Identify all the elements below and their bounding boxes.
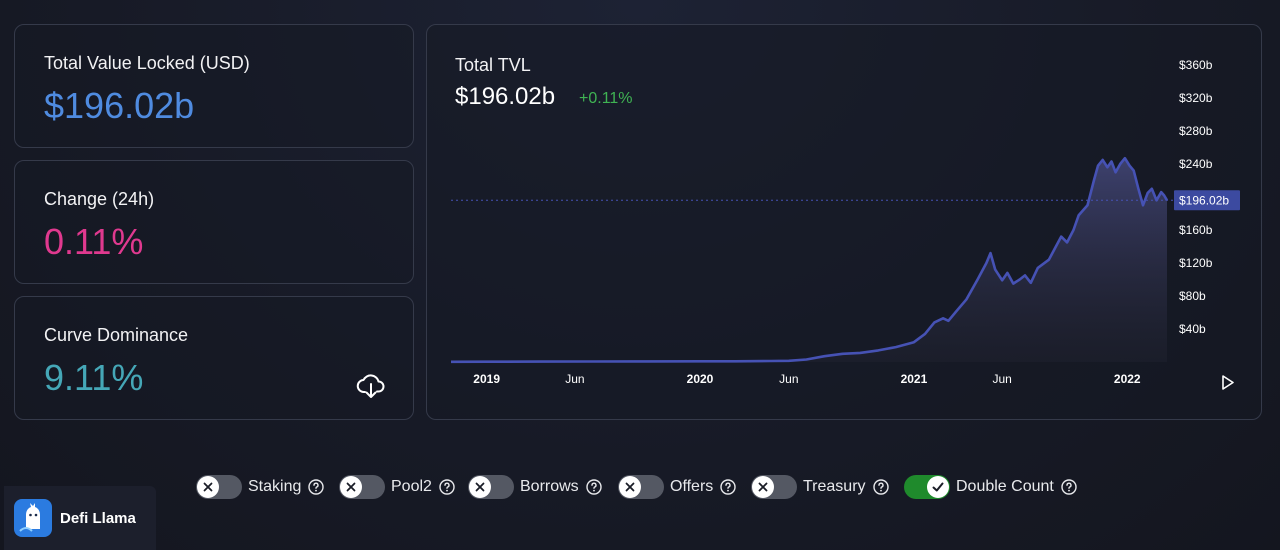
- toggle-treasury[interactable]: Treasury: [751, 475, 889, 499]
- chart-value: $196.02b: [455, 83, 556, 110]
- tvl-chart[interactable]: $360b $320b $280b $240b $196.02b $160b $120b $8…: [427, 25, 1263, 421]
- toggle-label: Offers: [670, 478, 714, 495]
- tvl-area: [451, 158, 1167, 362]
- x-icon: [752, 476, 774, 498]
- brand-badge[interactable]: Defi Llama: [4, 486, 156, 550]
- toggle-label: Treasury: [803, 478, 866, 495]
- y-tick-label: $280b: [1179, 124, 1213, 138]
- help-circle-icon[interactable]: [585, 479, 602, 495]
- brand-name: Defi Llama: [60, 509, 136, 527]
- tvl-card: Total Value Locked (USD) $196.02b: [14, 24, 414, 148]
- x-tick-label: Jun: [992, 372, 1011, 386]
- x-tick-label: Jun: [565, 372, 584, 386]
- current-value-badge: [1174, 190, 1240, 211]
- toggle-double-count[interactable]: Double Count: [904, 475, 1077, 499]
- toggle-staking[interactable]: Staking: [196, 475, 325, 499]
- y-tick-label: $240b: [1179, 157, 1213, 171]
- llama-logo-icon: [14, 499, 52, 537]
- change-value: 0.11%: [44, 221, 144, 262]
- change-label: Change (24h): [44, 189, 155, 209]
- x-icon: [619, 476, 641, 498]
- change-card: Change (24h) 0.11%: [14, 160, 414, 284]
- x-icon: [340, 476, 362, 498]
- y-tick-label: $360b: [1179, 58, 1213, 72]
- x-icon: [197, 476, 219, 498]
- x-tick-label: 2020: [687, 372, 714, 386]
- toggle-pool2[interactable]: Pool2: [339, 475, 455, 499]
- help-circle-icon[interactable]: [439, 479, 455, 495]
- chart-change: +0.11%: [579, 90, 633, 107]
- x-icon: [469, 476, 491, 498]
- x-tick-label: 2019: [473, 372, 500, 386]
- toggle-borrows[interactable]: Borrows: [468, 475, 602, 499]
- tvl-value: $196.02b: [44, 85, 195, 126]
- y-tick-label: $160b: [1179, 223, 1213, 237]
- y-tick-label: $40b: [1179, 322, 1206, 336]
- help-circle-icon[interactable]: [872, 479, 889, 495]
- toggle-switch[interactable]: [904, 475, 950, 499]
- toggle-switch[interactable]: [618, 475, 664, 499]
- x-tick-label: 2021: [901, 372, 928, 386]
- dominance-card: Curve Dominance 9.11%: [14, 296, 414, 420]
- toggle-offers[interactable]: Offers: [618, 475, 736, 499]
- download-cloud-icon[interactable]: [356, 371, 386, 401]
- help-circle-icon[interactable]: [1061, 479, 1077, 495]
- toggle-label: Double Count: [956, 478, 1054, 495]
- x-tick-label: 2022: [1114, 372, 1141, 386]
- tvl-label: Total Value Locked (USD): [44, 53, 250, 73]
- y-tick-label: $320b: [1179, 91, 1213, 105]
- help-circle-icon[interactable]: [308, 479, 325, 495]
- x-tick-label: Jun: [779, 372, 798, 386]
- y-tick-label: $80b: [1179, 289, 1206, 303]
- toggle-label: Staking: [248, 478, 302, 495]
- y-tick-label: $120b: [1179, 256, 1213, 270]
- toggle-label: Pool2: [391, 478, 432, 495]
- chart-title: Total TVL: [455, 55, 531, 75]
- toggle-switch[interactable]: [196, 475, 242, 499]
- toggle-label: Borrows: [520, 478, 579, 495]
- tvl-line: [450, 156, 1169, 364]
- play-icon[interactable]: [1222, 375, 1234, 390]
- dominance-value: 9.11%: [44, 357, 144, 398]
- dominance-label: Curve Dominance: [44, 325, 189, 345]
- check-icon: [927, 476, 949, 498]
- toggle-switch[interactable]: [339, 475, 385, 499]
- toggle-switch[interactable]: [468, 475, 514, 499]
- y-tick-label: $196.02b: [1179, 193, 1229, 207]
- toggle-switch[interactable]: [751, 475, 797, 499]
- help-circle-icon[interactable]: [720, 479, 736, 495]
- tvl-chart-card: Total TVL $196.02b +0.11% $360b $320b $280…: [426, 24, 1262, 420]
